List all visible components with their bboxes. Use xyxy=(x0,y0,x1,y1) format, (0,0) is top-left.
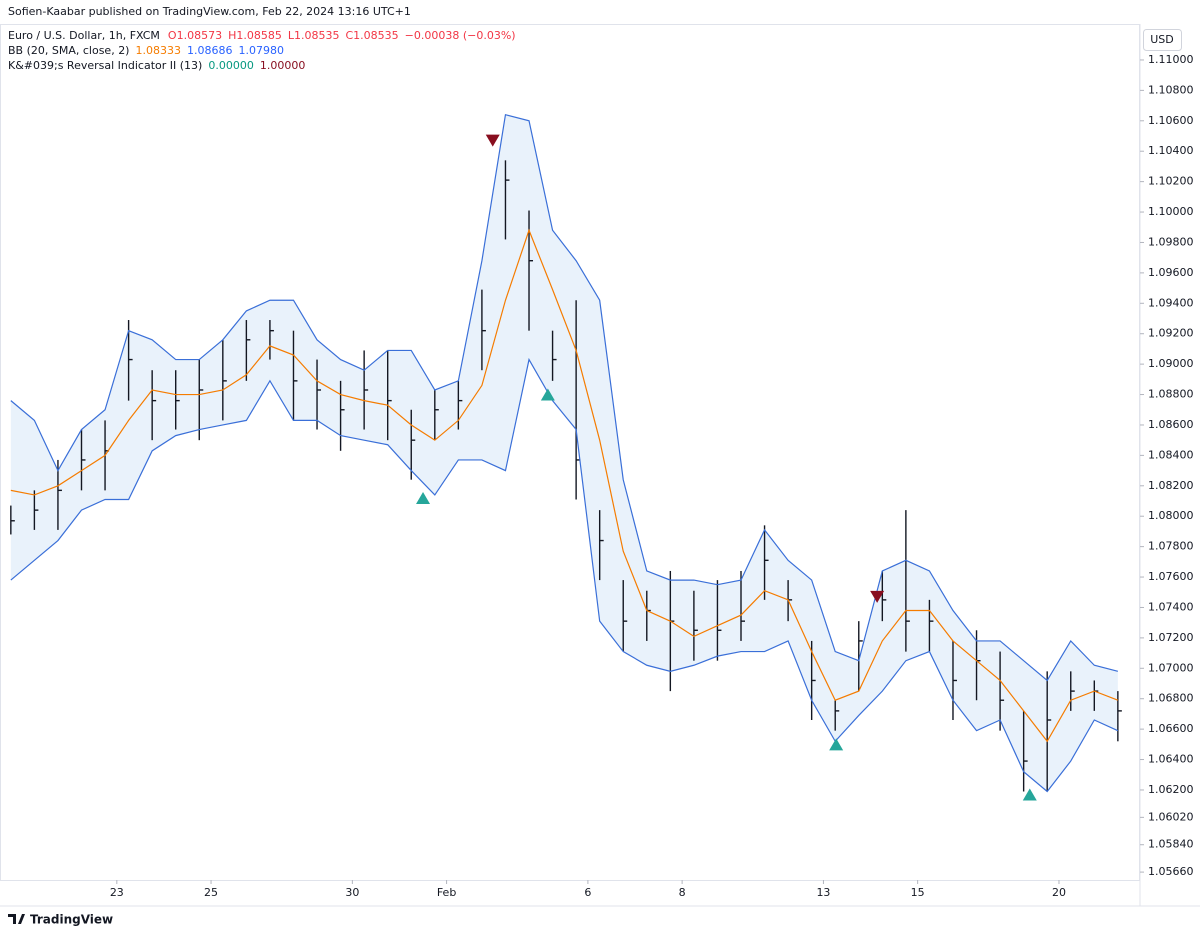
y-tick-label: 1.11000 xyxy=(1148,53,1194,66)
indicator-label: K&#039;s Reversal Indicator II (13) xyxy=(8,59,202,72)
y-tick-label: 1.05840 xyxy=(1148,838,1194,851)
x-tick-label: 30 xyxy=(345,886,359,899)
y-tick-label: 1.08800 xyxy=(1148,388,1194,401)
quote: H1.08585 xyxy=(228,29,282,42)
y-tick-label: 1.07800 xyxy=(1148,540,1194,553)
x-tick-label: 25 xyxy=(204,886,218,899)
y-tick-label: 1.05660 xyxy=(1148,865,1194,878)
y-tick-label: 1.10000 xyxy=(1148,205,1194,218)
quote: −0.00038 (−0.03%) xyxy=(405,29,516,42)
y-tick-label: 1.06400 xyxy=(1148,753,1194,766)
brand: TradingView xyxy=(30,913,113,927)
y-tick-label: 1.06600 xyxy=(1148,722,1194,735)
y-tick-label: 1.10600 xyxy=(1148,114,1194,127)
y-tick-label: 1.08000 xyxy=(1148,509,1194,522)
y-tick-label: 1.10400 xyxy=(1148,144,1194,157)
indicator-line xyxy=(10,357,1119,793)
currency[interactable]: USD xyxy=(1150,33,1174,46)
x-tick-label: 8 xyxy=(679,886,686,899)
y-tick-label: 1.09400 xyxy=(1148,296,1194,309)
symbol: Euro / U.S. Dollar, 1h, FXCM xyxy=(8,29,160,42)
x-tick-label: 13 xyxy=(816,886,830,899)
signal-marker xyxy=(1022,788,1037,801)
indicator-label: BB (20, SMA, close, 2) xyxy=(8,44,129,57)
y-tick-label: 1.07400 xyxy=(1148,600,1194,613)
y-tick-label: 1.07600 xyxy=(1148,570,1194,583)
legend: Euro / U.S. Dollar, 1h, FXCM O1.08573 H1.0… xyxy=(8,29,516,72)
indicator-value: 0.00000 xyxy=(208,59,254,72)
publisher: Sofien-Kaabar published on TradingView.c… xyxy=(8,5,411,18)
y-tick-label: 1.09600 xyxy=(1148,266,1194,279)
y-tick-label: 1.06800 xyxy=(1148,692,1194,705)
x-tick-label: Feb xyxy=(437,886,456,899)
y-tick-label: 1.07000 xyxy=(1148,661,1194,674)
y-tick-label: 1.07200 xyxy=(1148,631,1194,644)
y-tick-label: 1.06200 xyxy=(1148,783,1194,796)
y-tick-label: 1.09800 xyxy=(1148,235,1194,248)
y-tick-label: 1.08200 xyxy=(1148,479,1194,492)
signal-marker xyxy=(485,134,500,147)
brand-logo xyxy=(8,914,25,924)
indicator-value: 1.08686 xyxy=(187,44,233,57)
indicator-value: 1.07980 xyxy=(238,44,284,57)
plot xyxy=(10,113,1122,801)
quote: C1.08535 xyxy=(345,29,398,42)
y-tick-label: 1.08400 xyxy=(1148,448,1194,461)
indicator-value: 1.08333 xyxy=(135,44,181,57)
y-tick-label: 1.09200 xyxy=(1148,327,1194,340)
indicator-line xyxy=(10,113,1119,682)
signal-marker xyxy=(416,491,431,504)
y-tick-label: 1.08600 xyxy=(1148,418,1194,431)
indicator-line xyxy=(10,228,1119,743)
y-tick-label: 1.10200 xyxy=(1148,175,1194,188)
brand-icon xyxy=(8,914,25,924)
x-tick-label: 15 xyxy=(911,886,925,899)
signal-marker xyxy=(540,388,555,401)
quote: L1.08535 xyxy=(288,29,340,42)
indicator-value: 1.00000 xyxy=(260,59,306,72)
x-tick-label: 6 xyxy=(584,886,591,899)
x-tick-label: 23 xyxy=(110,886,124,899)
y-tick-label: 1.09000 xyxy=(1148,357,1194,370)
band-fill xyxy=(10,114,1118,792)
currency-box[interactable] xyxy=(1143,29,1182,51)
y-tick-label: 1.06020 xyxy=(1148,810,1194,823)
x-tick-label: 20 xyxy=(1052,886,1066,899)
signal-marker xyxy=(870,590,885,603)
quote: O1.08573 xyxy=(168,29,222,42)
y-tick-label: 1.10800 xyxy=(1148,83,1194,96)
signal-marker xyxy=(829,738,844,751)
